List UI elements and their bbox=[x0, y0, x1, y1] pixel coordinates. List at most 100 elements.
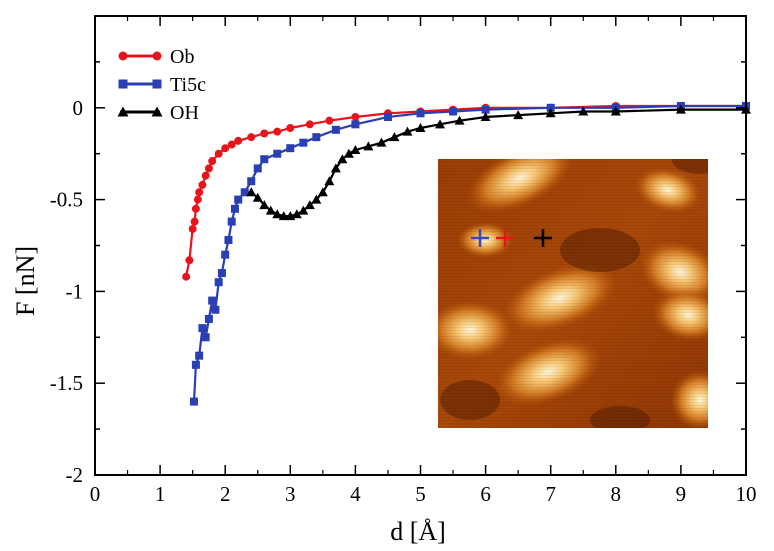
inset-cross-marker bbox=[496, 229, 514, 247]
data-point bbox=[298, 205, 309, 215]
data-point bbox=[217, 269, 226, 278]
data-point bbox=[221, 250, 230, 259]
data-point bbox=[214, 149, 223, 158]
data-point bbox=[343, 148, 354, 158]
data-point bbox=[454, 115, 465, 125]
data-point bbox=[208, 296, 217, 305]
data-point bbox=[246, 187, 257, 197]
data-point bbox=[191, 204, 200, 213]
x-tick-label: 1 bbox=[155, 482, 166, 506]
data-point bbox=[190, 217, 199, 226]
data-point bbox=[182, 272, 191, 281]
data-point bbox=[402, 126, 413, 136]
data-point bbox=[299, 138, 308, 147]
x-axis-title: d [Å] bbox=[390, 517, 446, 546]
data-point bbox=[259, 200, 270, 210]
y-axis-title: F [nN] bbox=[11, 246, 40, 316]
x-tick-label: 4 bbox=[350, 482, 361, 506]
x-tick-label: 10 bbox=[736, 482, 757, 506]
data-point bbox=[351, 112, 360, 121]
x-tick-label: 9 bbox=[676, 482, 687, 506]
x-tick-label: 8 bbox=[611, 482, 622, 506]
legend-item-ti5c: Ti5c bbox=[118, 74, 206, 96]
y-tick-label: -1 bbox=[66, 279, 84, 303]
legend-label: Ob bbox=[170, 46, 194, 68]
data-point bbox=[449, 107, 458, 116]
data-point bbox=[227, 217, 236, 226]
data-point bbox=[234, 195, 243, 204]
data-point bbox=[286, 144, 295, 153]
data-point bbox=[312, 133, 321, 142]
data-point bbox=[273, 149, 282, 158]
legend-label: OH bbox=[170, 102, 199, 124]
data-point bbox=[578, 106, 589, 116]
data-point bbox=[350, 145, 361, 155]
data-point bbox=[204, 314, 213, 323]
x-tick-label: 2 bbox=[220, 482, 231, 506]
data-point bbox=[546, 103, 555, 112]
data-point bbox=[247, 177, 256, 186]
x-tick-label: 0 bbox=[90, 482, 101, 506]
data-point bbox=[481, 105, 490, 114]
data-point bbox=[234, 136, 243, 145]
data-point bbox=[260, 129, 269, 138]
data-point bbox=[227, 140, 236, 149]
data-point bbox=[224, 235, 233, 244]
axis-ticks: 0 1 2 3 4 5 6 7 8 9 10 0 -0.5 -1 -1.5 -2 bbox=[50, 15, 757, 506]
data-point bbox=[363, 141, 374, 151]
data-point bbox=[325, 116, 334, 125]
data-point bbox=[240, 188, 249, 197]
legend-label: Ti5c bbox=[170, 74, 206, 96]
legend-marker bbox=[151, 106, 163, 117]
data-point bbox=[330, 163, 341, 173]
data-point bbox=[221, 144, 230, 153]
legend-marker bbox=[152, 51, 162, 61]
x-tick-label: 3 bbox=[285, 482, 296, 506]
data-point bbox=[247, 133, 256, 142]
data-point bbox=[189, 397, 198, 406]
data-point bbox=[416, 109, 425, 118]
legend-item-oh: OH bbox=[117, 102, 199, 124]
series-oh bbox=[246, 104, 751, 221]
data-point bbox=[253, 164, 262, 173]
legend-marker bbox=[152, 79, 162, 89]
data-point bbox=[291, 209, 302, 219]
data-point bbox=[324, 176, 335, 186]
data-point bbox=[201, 171, 210, 180]
data-point bbox=[480, 111, 491, 121]
data-point bbox=[195, 188, 204, 197]
legend-marker bbox=[117, 106, 129, 117]
data-point bbox=[188, 224, 197, 233]
data-point bbox=[435, 119, 446, 129]
data-point bbox=[208, 157, 217, 166]
y-tick-label: -1.5 bbox=[50, 371, 83, 395]
data-point bbox=[230, 204, 239, 213]
legend-item-ob: Ob bbox=[118, 46, 194, 68]
y-tick-label: -2 bbox=[66, 463, 84, 487]
data-point bbox=[214, 278, 223, 287]
legend-marker bbox=[118, 79, 128, 89]
data-point bbox=[383, 112, 392, 121]
data-point bbox=[513, 110, 524, 120]
data-point bbox=[198, 324, 207, 333]
data-point bbox=[351, 120, 360, 129]
x-tick-label: 7 bbox=[545, 482, 556, 506]
data-point bbox=[273, 127, 282, 136]
x-tick-label: 6 bbox=[480, 482, 491, 506]
legend: Ob Ti5c OH bbox=[117, 46, 206, 124]
data-point bbox=[305, 120, 314, 129]
data-point bbox=[195, 351, 204, 360]
data-point bbox=[545, 108, 556, 118]
y-tick-label: 0 bbox=[73, 96, 84, 120]
data-point bbox=[389, 132, 400, 142]
data-point bbox=[376, 137, 387, 147]
inset-cross-marker bbox=[471, 229, 489, 247]
data-point bbox=[317, 187, 328, 197]
inset-cross-marker bbox=[534, 229, 552, 247]
data-point bbox=[286, 123, 295, 132]
legend-marker bbox=[118, 51, 128, 61]
data-point bbox=[337, 154, 348, 164]
data-point bbox=[675, 104, 686, 114]
inset-scanlines bbox=[438, 159, 708, 428]
